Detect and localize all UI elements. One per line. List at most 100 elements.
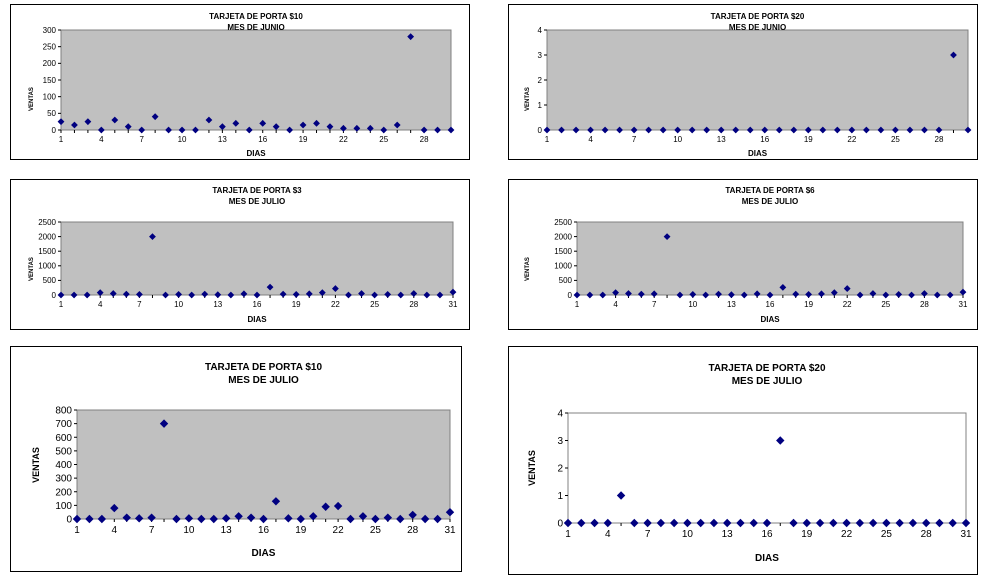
- x-tick-label: 1: [575, 300, 580, 309]
- chart-subtitle: MES DE JUNIO: [227, 23, 284, 32]
- data-point: [669, 518, 679, 528]
- x-tick-label: 10: [688, 300, 697, 309]
- data-point: [676, 291, 684, 299]
- data-point: [353, 124, 361, 132]
- y-tick-label: 1500: [38, 247, 56, 256]
- data-point: [572, 126, 580, 134]
- data-point: [380, 126, 388, 134]
- x-tick-label: 31: [449, 300, 458, 309]
- data-point: [683, 518, 692, 528]
- data-point: [296, 514, 305, 524]
- data-point: [124, 123, 132, 131]
- y-tick-label: 1000: [38, 262, 56, 271]
- data-point: [305, 290, 313, 298]
- y-tick-label: 50: [47, 109, 56, 118]
- data-point: [111, 116, 119, 124]
- data-point: [423, 291, 431, 299]
- data-point: [892, 126, 899, 134]
- data-point: [776, 436, 785, 445]
- chart-panel-6: TARJETA DE PORTA $20 MES DE JULIO 0 1 2 3 4 1 4 7…: [508, 346, 978, 575]
- x-tick-label: 1: [74, 525, 80, 536]
- data-point: [789, 518, 798, 528]
- x-tick-label: 22: [843, 300, 852, 309]
- y-tick-label: 4: [557, 409, 563, 420]
- chart-subtitle: MES DE JULIO: [228, 375, 299, 386]
- chart-subtitle: MES DE JUNIO: [729, 23, 786, 32]
- x-tick-label: 31: [444, 525, 456, 536]
- data-point: [586, 291, 594, 299]
- data-point: [434, 126, 441, 134]
- x-axis-label: DIAS: [252, 548, 276, 559]
- data-point: [345, 291, 352, 299]
- plot-area: [576, 221, 964, 296]
- data-point: [205, 116, 213, 124]
- x-axis-label: DIAS: [760, 315, 780, 324]
- data-point: [346, 514, 355, 524]
- chart-title: TARJETA DE PORTA $6: [725, 186, 815, 195]
- data-point: [321, 502, 330, 511]
- x-tick-label: 28: [935, 135, 944, 144]
- x-axis-label: DIAS: [748, 149, 768, 158]
- y-tick-label: 2500: [554, 218, 572, 227]
- data-point: [805, 291, 812, 298]
- data-point: [397, 291, 405, 299]
- x-tick-label: 28: [409, 300, 418, 309]
- chart-svg-4: TARJETA DE PORTA $6 MES DE JULIO 0 500 1000 1…: [525, 186, 968, 324]
- data-point: [603, 518, 612, 528]
- data-point: [286, 126, 294, 134]
- data-point: [134, 514, 144, 523]
- data-point: [396, 514, 405, 524]
- x-tick-label: 4: [588, 135, 593, 144]
- y-tick-label: 300: [43, 26, 57, 35]
- x-tick-label: 7: [645, 529, 651, 540]
- data-point: [659, 126, 667, 134]
- data-point: [717, 126, 725, 134]
- data-point: [366, 124, 374, 132]
- data-point: [616, 491, 626, 500]
- data-point: [921, 290, 928, 297]
- x-tick-label: 19: [804, 135, 813, 144]
- chart-title: TARJETA DE PORTA $10: [209, 12, 303, 21]
- data-point: [753, 290, 761, 298]
- data-point: [122, 290, 130, 298]
- data-point: [736, 518, 745, 528]
- data-point: [384, 291, 392, 298]
- data-point: [259, 119, 267, 127]
- data-point: [895, 291, 903, 298]
- data-point: [868, 518, 878, 528]
- x-tick-label: 1: [565, 529, 571, 540]
- chart-title: TARJETA DE PORTA $10: [205, 362, 322, 373]
- chart-subtitle: MES DE JULIO: [229, 197, 285, 206]
- data-point: [869, 290, 877, 297]
- y-tick-label: 1000: [554, 262, 572, 271]
- data-point: [138, 126, 146, 134]
- data-point: [723, 518, 732, 528]
- x-tick-label: 31: [959, 300, 968, 309]
- x-tick-label: 25: [370, 525, 382, 536]
- y-tick-label: 1: [538, 101, 543, 110]
- x-tick-label: 7: [632, 135, 637, 144]
- y-tick-label: 400: [55, 460, 72, 471]
- data-point: [209, 514, 218, 524]
- data-point: [97, 514, 107, 524]
- y-tick-label: 100: [55, 501, 72, 512]
- data-point: [950, 51, 957, 59]
- data-point: [84, 118, 92, 126]
- data-point: [85, 514, 94, 524]
- y-tick-label: 0: [52, 291, 57, 300]
- data-point: [703, 126, 711, 134]
- x-tick-label: 31: [960, 529, 972, 540]
- data-point: [804, 126, 812, 134]
- data-point: [313, 119, 320, 127]
- y-tick-label: 2000: [554, 232, 572, 241]
- data-point: [740, 291, 748, 299]
- data-point: [340, 124, 347, 132]
- data-point: [862, 126, 870, 134]
- data-point: [818, 290, 825, 298]
- data-point: [746, 126, 754, 134]
- y-axis-label: VENTAS: [29, 257, 35, 281]
- x-axis-label: DIAS: [755, 553, 779, 564]
- y-tick-label: 2: [557, 464, 563, 475]
- data-point: [57, 118, 65, 126]
